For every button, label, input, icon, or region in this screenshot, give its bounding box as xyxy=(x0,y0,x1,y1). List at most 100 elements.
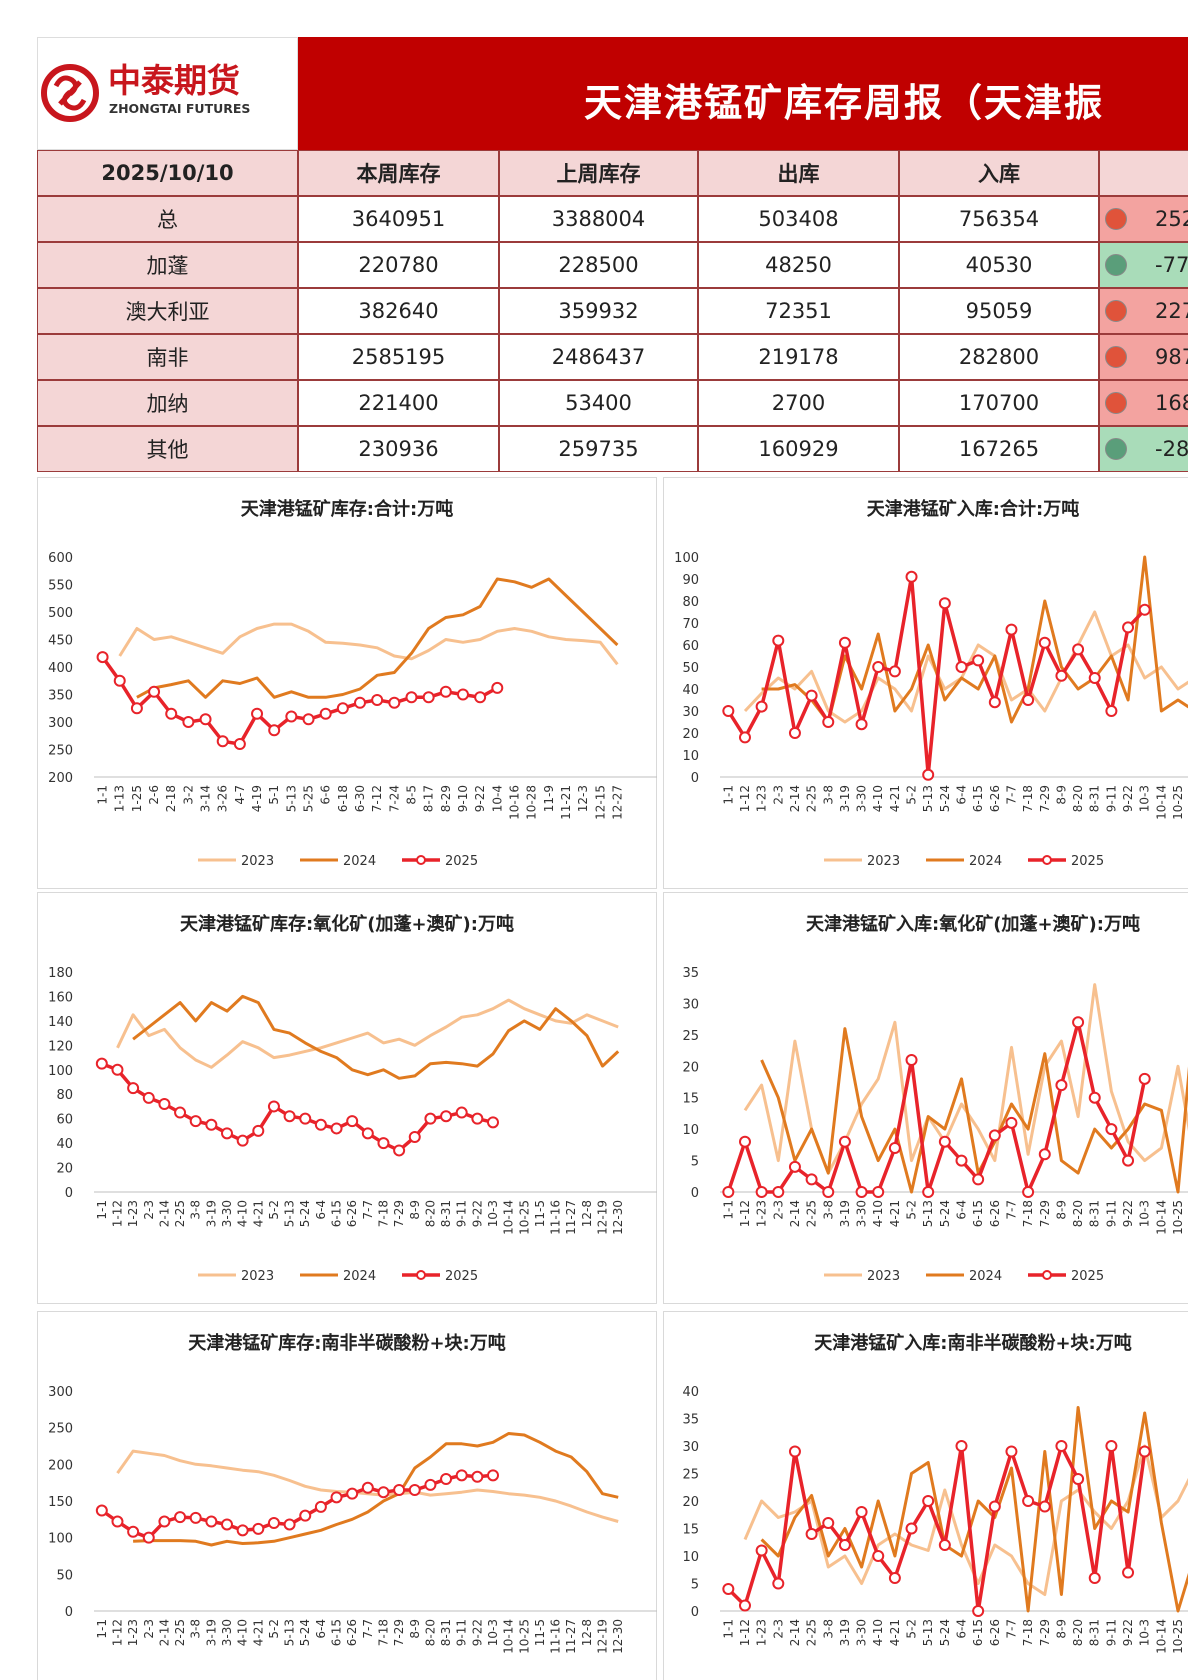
y-tick-label: 5 xyxy=(691,1578,699,1593)
point-marker xyxy=(988,1129,1001,1142)
point-marker xyxy=(424,1112,437,1125)
x-tick-label: 7-29 xyxy=(1038,785,1052,812)
x-tick-label: 2-6 xyxy=(147,785,161,805)
y-tick-label: 300 xyxy=(48,1385,73,1400)
table-cell: 2585195 xyxy=(298,334,499,380)
point-marker xyxy=(299,1509,312,1522)
x-tick-label: 10-25 xyxy=(517,1200,531,1235)
point-marker xyxy=(822,1186,835,1198)
x-tick-label: 2-3 xyxy=(142,1619,156,1639)
x-tick-label: 2-3 xyxy=(771,785,785,805)
x-tick-label: 6-4 xyxy=(955,1200,969,1220)
point-marker xyxy=(142,1531,155,1544)
x-tick-label: 2-3 xyxy=(771,1200,785,1220)
x-tick-label: 7-7 xyxy=(1004,785,1018,805)
point-marker xyxy=(377,1137,390,1150)
table-cell: 72351 xyxy=(698,288,899,334)
series-line xyxy=(132,994,620,1080)
point-marker xyxy=(1005,1116,1018,1129)
y-tick-label: 70 xyxy=(682,617,699,632)
point-marker xyxy=(252,1124,265,1137)
x-tick-label: 8-20 xyxy=(1071,1619,1085,1646)
x-tick-label: 1-23 xyxy=(755,785,769,812)
y-tick-label: 600 xyxy=(48,551,73,566)
table-cell: 160929 xyxy=(698,426,899,472)
x-tick-label: 7-18 xyxy=(1021,785,1035,812)
point-marker xyxy=(174,1511,187,1524)
point-marker xyxy=(972,1173,985,1186)
point-marker xyxy=(439,685,452,698)
table-cell: 2700 xyxy=(698,380,899,426)
point-marker xyxy=(330,1122,343,1135)
x-tick-label: 1-12 xyxy=(738,1619,752,1646)
point-marker xyxy=(319,707,332,720)
point-marker xyxy=(755,1186,768,1198)
x-tick-label: 1-12 xyxy=(110,1619,124,1646)
x-tick-label: 8-20 xyxy=(423,1200,437,1227)
point-marker xyxy=(189,1511,202,1524)
change-value: -28799 xyxy=(1155,437,1188,461)
x-tick-label: 5-13 xyxy=(283,1619,297,1646)
x-tick-label: 6-4 xyxy=(955,785,969,805)
chart-border xyxy=(37,477,657,889)
point-marker xyxy=(346,1487,359,1500)
x-tick-label: 3-19 xyxy=(204,1619,218,1646)
point-marker xyxy=(422,691,435,704)
x-tick-label: 6-15 xyxy=(330,1200,344,1227)
y-tick-label: 140 xyxy=(48,1015,73,1030)
y-tick-label: 30 xyxy=(682,705,699,720)
y-tick-label: 250 xyxy=(48,744,73,759)
point-marker xyxy=(788,727,801,739)
series-line xyxy=(760,1027,1188,1194)
header-cell: 入库 xyxy=(899,150,1099,196)
x-tick-label: 6-26 xyxy=(988,1619,1002,1646)
y-tick-label: 10 xyxy=(682,1123,699,1138)
x-tick-label: 11-5 xyxy=(533,1619,547,1646)
x-tick-label: 6-15 xyxy=(330,1619,344,1646)
point-marker xyxy=(922,1186,935,1198)
x-tick-label: 6-15 xyxy=(971,785,985,812)
point-marker xyxy=(988,1500,1001,1513)
x-tick-label: 12-19 xyxy=(596,1619,610,1654)
legend-label: 2025 xyxy=(445,854,478,869)
chart-panel: 天津港锰矿库存:南非半碳酸粉+块:万吨 0 50 100 150 200 250 300 1-1… xyxy=(37,1311,657,1680)
point-marker xyxy=(268,724,281,737)
chart: 天津港锰矿库存:南非半碳酸粉+块:万吨 0 50 100 150 200 250 300 1-1… xyxy=(37,1311,657,1680)
chart-panel: 天津港锰矿库存:氧化矿(加蓬+澳矿):万吨 0 20 40 60 80 100 120 140 1… xyxy=(37,892,657,1304)
y-tick-label: 160 xyxy=(48,990,73,1005)
point-marker xyxy=(738,1135,751,1148)
y-tick-label: 15 xyxy=(682,1523,699,1538)
point-marker xyxy=(111,1063,124,1076)
table-cell: 756354 xyxy=(899,196,1099,242)
chart-panel: 天津港锰矿库存:合计:万吨 200 250 300 350 400 450 500 550 600… xyxy=(37,477,657,889)
x-tick-label: 4-10 xyxy=(871,785,885,812)
change-cell: 98758 xyxy=(1099,334,1188,380)
y-tick-label: 20 xyxy=(682,1495,699,1510)
x-tick-label: 8-17 xyxy=(422,785,436,812)
x-tick-label: 8-31 xyxy=(439,1200,453,1227)
point-marker xyxy=(872,1550,885,1562)
point-marker xyxy=(283,1518,296,1531)
x-tick-label: 4-19 xyxy=(250,785,264,812)
point-marker xyxy=(772,1577,785,1590)
chart-title: 天津港锰矿入库:合计:万吨 xyxy=(867,498,1079,520)
x-tick-label: 11-27 xyxy=(564,1200,578,1235)
y-tick-label: 40 xyxy=(682,683,699,698)
y-tick-label: 80 xyxy=(682,595,699,610)
point-marker xyxy=(283,1110,296,1123)
header-band xyxy=(298,37,1188,150)
x-tick-label: 5-2 xyxy=(905,1619,919,1639)
point-marker xyxy=(393,1484,406,1496)
point-marker xyxy=(972,654,985,667)
y-tick-label: 300 xyxy=(48,716,73,731)
legend-label: 2025 xyxy=(1071,854,1104,869)
point-marker xyxy=(855,718,868,731)
x-tick-label: 4-10 xyxy=(871,1200,885,1227)
change-value: 252947 xyxy=(1155,207,1188,231)
x-tick-label: 2-14 xyxy=(788,1619,802,1646)
x-tick-label: 8-29 xyxy=(439,785,453,812)
x-tick-label: 5-2 xyxy=(267,1200,281,1220)
table-cell: 48250 xyxy=(698,242,899,288)
table-cell: 219178 xyxy=(698,334,899,380)
y-tick-label: 50 xyxy=(682,661,699,676)
